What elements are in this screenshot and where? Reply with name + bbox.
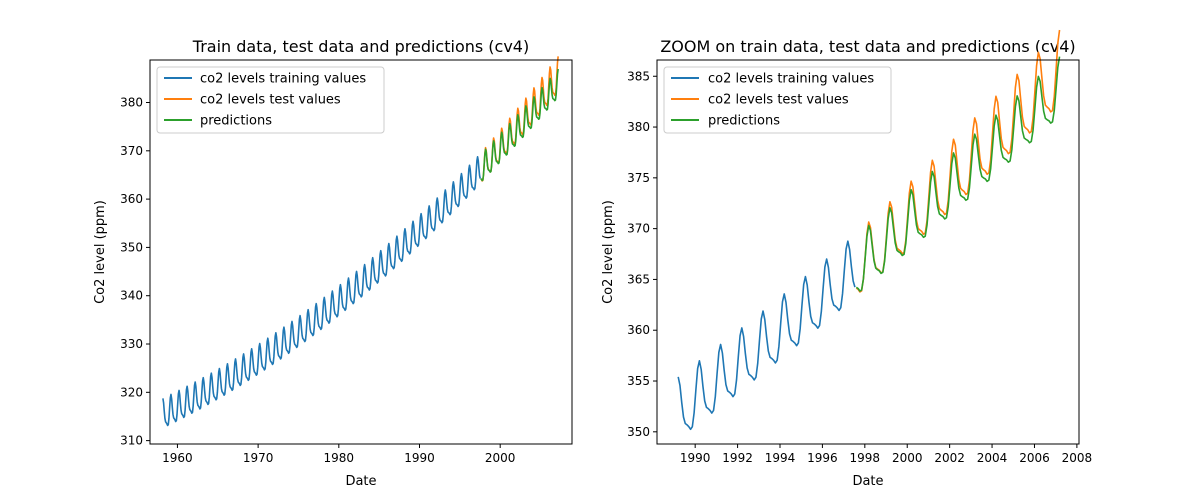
x-axis-label: Date xyxy=(852,474,883,489)
x-tick-label: 2008 xyxy=(1062,451,1093,465)
x-tick-label: 2000 xyxy=(485,451,516,465)
x-axis-label: Date xyxy=(345,474,376,489)
legend-label-predictions: predictions xyxy=(708,114,780,129)
x-tick-label: 1960 xyxy=(162,451,193,465)
chart-left: Train data, test data and predictions (c… xyxy=(93,37,573,489)
x-tick-label: 2002 xyxy=(934,451,965,465)
legend-label-test: co2 levels test values xyxy=(200,93,341,108)
x-tick-label: 1990 xyxy=(680,451,711,465)
y-tick-label: 370 xyxy=(627,222,650,236)
x-tick-label: 1980 xyxy=(324,451,355,465)
chart-title: Train data, test data and predictions (c… xyxy=(192,37,529,56)
x-tick-label: 1996 xyxy=(807,451,838,465)
y-tick-label: 340 xyxy=(120,289,143,303)
x-tick-label: 2000 xyxy=(892,451,923,465)
chart-title: ZOOM on train data, test data and predic… xyxy=(660,37,1075,56)
y-tick-label: 355 xyxy=(627,374,650,388)
x-tick-label: 2004 xyxy=(977,451,1008,465)
y-tick-label: 380 xyxy=(120,96,143,110)
legend-label-training: co2 levels training values xyxy=(200,72,366,87)
legend-frame xyxy=(663,66,892,134)
legend-label-test: co2 levels test values xyxy=(708,93,849,108)
plot-area: 1990 1992 1994 1996 1998 2000 2002 2004 2006 2008… xyxy=(627,29,1093,465)
y-tick-label: 375 xyxy=(627,171,650,185)
chart-right: ZOOM on train data, test data and predic… xyxy=(601,29,1093,489)
legend-label-training: co2 levels training values xyxy=(708,72,874,87)
y-axis-label: Co2 level (ppm) xyxy=(93,200,108,304)
y-tick-label: 380 xyxy=(627,120,650,134)
y-tick-label: 350 xyxy=(120,240,143,254)
plot-area: 1960 1970 1980 1990 2000 310 320 330 340 350 360 37… xyxy=(120,56,559,465)
axes-frame xyxy=(656,59,1080,445)
series-line-predictions xyxy=(855,56,1061,292)
series-line-predictions xyxy=(480,68,559,182)
x-tick-label: 1994 xyxy=(765,451,796,465)
y-tick-label: 360 xyxy=(627,323,650,337)
x-tick-label: 1998 xyxy=(850,451,881,465)
legend: co2 levels training values co2 levels te… xyxy=(156,66,385,134)
legend-label-predictions: predictions xyxy=(200,114,272,129)
y-axis-label: Co2 level (ppm) xyxy=(601,200,616,304)
legend-frame xyxy=(156,66,385,134)
series-line-co2-levels-test-values xyxy=(855,29,1061,293)
y-tick-label: 365 xyxy=(627,272,650,286)
y-tick-label: 385 xyxy=(627,69,650,83)
axes-frame xyxy=(149,59,573,445)
x-tick-label: 2006 xyxy=(1019,451,1050,465)
y-tick-label: 330 xyxy=(120,337,143,351)
series-line-co2-levels-training-values xyxy=(677,240,856,431)
y-tick-label: 370 xyxy=(120,144,143,158)
series-line-co2-levels-training-values xyxy=(162,155,482,427)
x-tick-label: 1992 xyxy=(722,451,753,465)
y-tick-label: 360 xyxy=(120,192,143,206)
x-tick-label: 1990 xyxy=(404,451,435,465)
legend: co2 levels training values co2 levels te… xyxy=(663,66,892,134)
y-tick-label: 320 xyxy=(120,385,143,399)
y-tick-label: 310 xyxy=(120,434,143,448)
y-tick-label: 350 xyxy=(627,425,650,439)
x-tick-label: 1970 xyxy=(243,451,274,465)
